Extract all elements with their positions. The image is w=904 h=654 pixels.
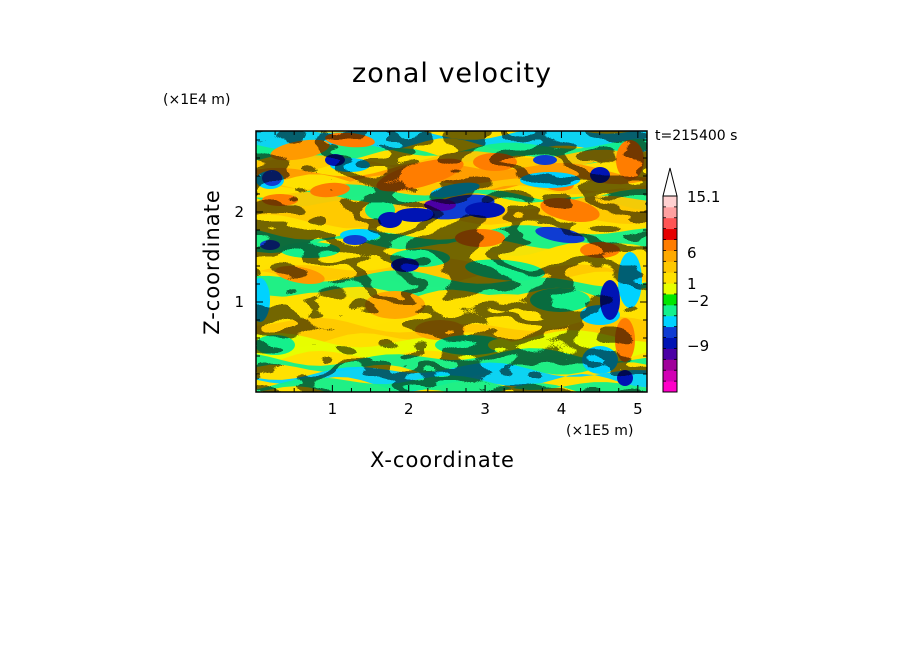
- field-texture: [256, 131, 647, 392]
- colorbar-swatch: [663, 294, 677, 306]
- x-tick-label: 4: [557, 400, 567, 418]
- colorbar-swatch: [663, 348, 677, 360]
- colorbar-label: 6: [687, 244, 697, 262]
- colorbar-swatch: [663, 315, 677, 328]
- colorbar-swatch: [663, 359, 677, 371]
- y-tick-label: 2: [234, 203, 244, 221]
- x-tick-label: 2: [404, 400, 414, 418]
- colorbar-swatch: [663, 261, 677, 273]
- colorbar-swatch: [663, 304, 677, 317]
- colorbar-swatch: [663, 337, 677, 349]
- colorbar-label: −9: [687, 337, 709, 355]
- colorbar-swatch: [663, 272, 677, 284]
- colorbar-swatch: [663, 326, 677, 338]
- x-tick-label: 1: [328, 400, 338, 418]
- contour-field: [256, 131, 647, 392]
- time-label: t=215400 s: [655, 128, 738, 144]
- plot-frame: [255, 130, 648, 393]
- colorbar-swatch: [663, 217, 677, 230]
- colorbar-label: −2: [687, 292, 709, 310]
- colorbar-swatch: [663, 239, 677, 251]
- colorbar-extend-arrow: [662, 167, 678, 197]
- x-tick-label: 5: [633, 400, 643, 418]
- z-axis-unit: (×1E4 m): [163, 92, 231, 108]
- x-axis-unit: (×1E5 m): [566, 423, 634, 439]
- plot-axes: 1 2 3 4 5 1 2: [234, 130, 648, 418]
- colorbar-swatch: [663, 206, 677, 219]
- colorbar-swatch: [663, 283, 677, 295]
- colorbar: 15.1 6 1−2 −9: [662, 167, 720, 393]
- colorbar-label: 15.1: [687, 188, 720, 206]
- x-tick-label: 3: [480, 400, 490, 418]
- colorbar-swatch: [663, 196, 677, 208]
- colorbar-swatch: [663, 250, 677, 262]
- colorbar-swatch: [663, 381, 677, 393]
- colorbar-label: 1: [687, 275, 697, 293]
- colorbar-swatch: [663, 370, 677, 382]
- colorbar-swatch: [663, 228, 677, 240]
- chart-title: zonal velocity: [352, 58, 552, 89]
- y-tick-label: 1: [234, 293, 244, 311]
- x-axis-title: X-coordinate: [370, 448, 515, 472]
